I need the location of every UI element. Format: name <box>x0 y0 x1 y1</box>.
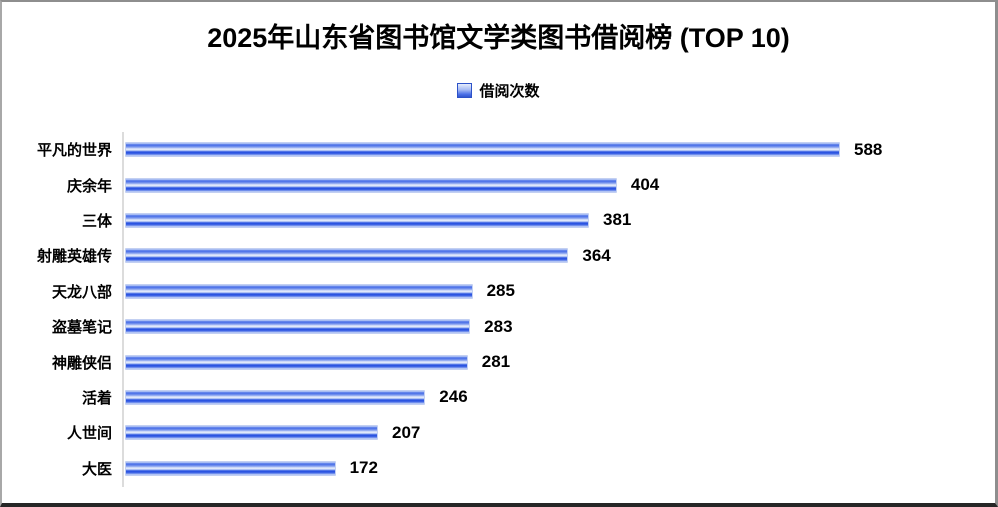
category-label: 活着 <box>81 389 112 407</box>
legend: 借阅次数 <box>2 80 995 101</box>
bar-row: 大医 172 <box>2 451 995 486</box>
bar-row: 盗墓笔记 283 <box>2 309 995 344</box>
value-label: 207 <box>392 422 421 442</box>
value-label: 246 <box>439 387 468 407</box>
bar <box>125 177 617 193</box>
bar <box>125 354 468 370</box>
category-label: 三体 <box>81 212 112 230</box>
bar-track: 281 <box>125 352 995 372</box>
category-label: 天龙八部 <box>51 283 112 301</box>
bar-track: 283 <box>125 317 995 337</box>
category-label: 大医 <box>81 460 112 478</box>
category-label: 射雕英雄传 <box>36 248 112 266</box>
plot-area: 平凡的世界 588 庆余年 404 三体 381 射雕英雄传 364 天龙八部 … <box>2 132 995 488</box>
bar-row: 射雕英雄传 364 <box>2 238 995 273</box>
bar-track: 588 <box>125 140 995 160</box>
chart-title: 2025年山东省图书馆文学类图书借阅榜 (TOP 10) <box>207 23 790 53</box>
category-label: 人世间 <box>66 425 112 443</box>
legend-label: 借阅次数 <box>479 83 540 100</box>
bar-rows: 平凡的世界 588 庆余年 404 三体 381 射雕英雄传 364 天龙八部 … <box>2 132 995 486</box>
y-axis-line <box>122 132 124 487</box>
bar-row: 三体 381 <box>2 203 995 238</box>
bar <box>125 283 473 299</box>
bar <box>125 248 569 264</box>
legend-marker-icon <box>457 83 473 98</box>
bar-track: 404 <box>125 175 995 195</box>
value-label: 381 <box>602 210 632 230</box>
value-label: 172 <box>349 458 378 478</box>
category-label: 神雕侠侣 <box>51 354 112 372</box>
bar-track: 172 <box>125 458 995 478</box>
bar <box>125 319 471 335</box>
bar <box>125 389 426 405</box>
bar-row: 庆余年 404 <box>2 167 995 202</box>
value-label: 588 <box>854 139 883 159</box>
bar-row: 人世间 207 <box>2 415 995 450</box>
category-label: 盗墓笔记 <box>51 319 112 337</box>
bar-row: 平凡的世界 588 <box>2 132 995 167</box>
value-label: 364 <box>582 245 611 265</box>
value-label: 404 <box>630 175 660 195</box>
bar <box>125 142 840 158</box>
bar-track: 246 <box>125 387 995 407</box>
value-label: 281 <box>481 352 511 372</box>
bar-track: 364 <box>125 246 995 266</box>
bar-track: 207 <box>125 423 995 443</box>
bar-row: 天龙八部 285 <box>2 274 995 309</box>
bar <box>125 460 336 476</box>
bar <box>125 212 589 228</box>
category-label: 庆余年 <box>66 177 112 195</box>
bar-row: 神雕侠侣 281 <box>2 344 995 379</box>
category-label: 平凡的世界 <box>36 142 112 160</box>
bar-row: 活着 246 <box>2 380 995 415</box>
bar <box>125 425 378 441</box>
bar-track: 285 <box>125 281 995 301</box>
value-label: 285 <box>486 281 515 301</box>
bar-track: 381 <box>125 210 995 230</box>
value-label: 283 <box>484 316 513 336</box>
